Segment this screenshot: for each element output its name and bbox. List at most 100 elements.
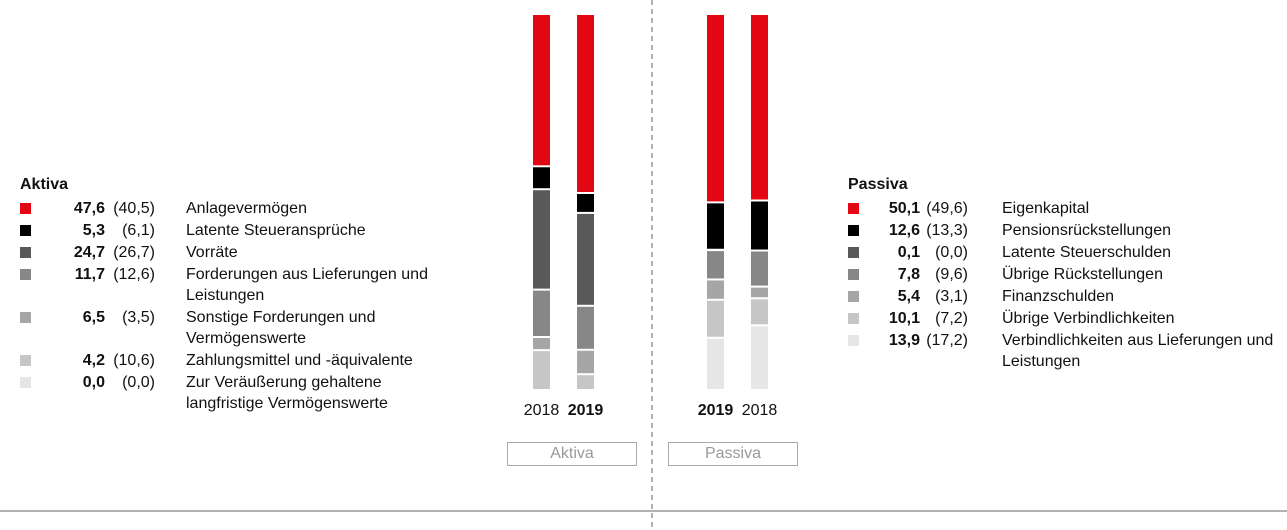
value-label: 5,3 <box>82 222 105 239</box>
prev-value-label: (12,6) <box>113 266 155 283</box>
x-tick-label: 2018 <box>742 402 778 419</box>
legend-label: Sonstige Forderungen und Vermögenswerte <box>186 309 376 347</box>
spacer <box>968 264 1002 285</box>
prev-value-label: (49,6) <box>926 200 968 217</box>
legend: Passiva 50,1 (49,6) Eigenkapital 12,6 (13,3) P… <box>848 176 1287 372</box>
value-label: 0,1 <box>897 244 920 261</box>
spacer <box>968 242 1002 263</box>
legend-label: Forderungen aus Lieferungen und Leistung… <box>186 266 428 304</box>
bar-segment <box>533 337 550 350</box>
legend-swatch <box>848 225 859 236</box>
legend-label: Übrige Verbindlichkeiten <box>1002 310 1175 327</box>
spacer <box>968 330 1002 372</box>
legend-label: Zahlungsmittel und -äquivalente <box>186 352 413 369</box>
bar-segment <box>707 338 724 389</box>
legend-label: Eigenkapital <box>1002 200 1090 217</box>
bar-segment <box>751 287 768 298</box>
value-label: 50,1 <box>888 200 920 217</box>
prev-value-label: (40,5) <box>113 200 155 217</box>
legend-swatch <box>20 377 31 388</box>
bar-segment <box>751 201 768 250</box>
value-label: 47,6 <box>73 200 105 217</box>
legend: Aktiva 47,6 (40,5) Anlagevermögen 5,3 (6,1) La… <box>20 176 446 414</box>
prev-value-label: (9,6) <box>935 266 968 283</box>
legend-label: Vorräte <box>186 244 238 261</box>
bar-segment <box>707 15 724 202</box>
legend-swatch <box>20 225 31 236</box>
legend-grid: 50,1 (49,6) Eigenkapital 12,6 (13,3) Pensions… <box>848 198 1287 372</box>
legend-label: Finanzschulden <box>1002 288 1115 305</box>
spacer <box>968 286 1002 307</box>
legend-swatch <box>848 291 859 302</box>
toggle-button[interactable]: Aktiva <box>507 442 637 466</box>
prev-value-label: (26,7) <box>113 244 155 261</box>
bar-segment <box>707 203 724 249</box>
x-tick-label: 2019 <box>698 402 734 419</box>
value-label: 11,7 <box>74 266 105 283</box>
spacer <box>155 220 186 241</box>
prev-value-label: (17,2) <box>926 332 968 349</box>
bar-segment <box>707 251 724 279</box>
legend-swatch <box>20 355 31 366</box>
bar-segment <box>707 280 724 299</box>
bar-segment <box>751 15 768 200</box>
spacer <box>155 372 186 414</box>
bar-segment <box>533 290 550 336</box>
bar-segment <box>533 190 550 289</box>
spacer <box>155 264 186 306</box>
prev-value-label: (0,0) <box>935 244 968 261</box>
legend-swatch <box>20 247 31 258</box>
value-label: 6,5 <box>82 309 105 326</box>
bar-segment <box>751 299 768 325</box>
bar-segment <box>577 375 594 389</box>
spacer <box>155 307 186 349</box>
bar-segment <box>577 193 594 212</box>
x-tick-label: 2019 <box>568 402 604 419</box>
legend-swatch <box>20 269 31 280</box>
bar-segment <box>577 213 594 305</box>
legend-swatch <box>848 203 859 214</box>
legend-grid: 47,6 (40,5) Anlagevermögen 5,3 (6,1) Latente … <box>20 198 446 414</box>
prev-value-label: (13,3) <box>926 222 968 239</box>
value-label: 5,4 <box>897 288 920 305</box>
value-label: 10,1 <box>888 310 920 327</box>
bar-segment <box>577 350 594 374</box>
legend-label: Latente Steuerschulden <box>1002 244 1172 261</box>
legend-swatch <box>20 312 31 323</box>
bar-segment <box>751 326 768 389</box>
legend-label: Verbindlichkeiten aus Lieferungen und Le… <box>1002 332 1274 370</box>
prev-value-label: (0,0) <box>122 374 155 391</box>
legend-swatch <box>848 335 859 346</box>
bar-segment <box>577 306 594 349</box>
bar-segment <box>533 351 550 389</box>
legend-label: Zur Veräußerung gehaltene langfristige V… <box>186 374 388 412</box>
spacer <box>155 350 186 371</box>
bar-segment <box>707 300 724 337</box>
prev-value-label: (3,5) <box>122 309 155 326</box>
legend-title: Passiva <box>848 176 908 193</box>
legend-swatch <box>848 247 859 258</box>
x-tick-label: 2018 <box>524 402 560 419</box>
prev-value-label: (3,1) <box>935 288 968 305</box>
spacer <box>968 198 1002 219</box>
spacer <box>155 198 186 219</box>
value-label: 0,0 <box>82 374 105 391</box>
value-label: 24,7 <box>73 244 105 261</box>
legend-label: Pensionsrückstellungen <box>1002 222 1171 239</box>
legend-label: Übrige Rückstellungen <box>1002 266 1163 283</box>
spacer <box>155 242 186 263</box>
value-label: 12,6 <box>888 222 920 239</box>
value-label: 7,8 <box>897 266 920 283</box>
legend-swatch <box>848 313 859 324</box>
spacer <box>968 308 1002 329</box>
prev-value-label: (10,6) <box>113 352 155 369</box>
value-label: 4,2 <box>82 352 105 369</box>
prev-value-label: (6,1) <box>122 222 155 239</box>
toggle-button[interactable]: Passiva <box>668 442 798 466</box>
bar-segment <box>751 251 768 286</box>
legend-label: Latente Steueransprüche <box>186 222 366 239</box>
bar-segment <box>533 167 550 189</box>
legend-swatch <box>848 269 859 280</box>
